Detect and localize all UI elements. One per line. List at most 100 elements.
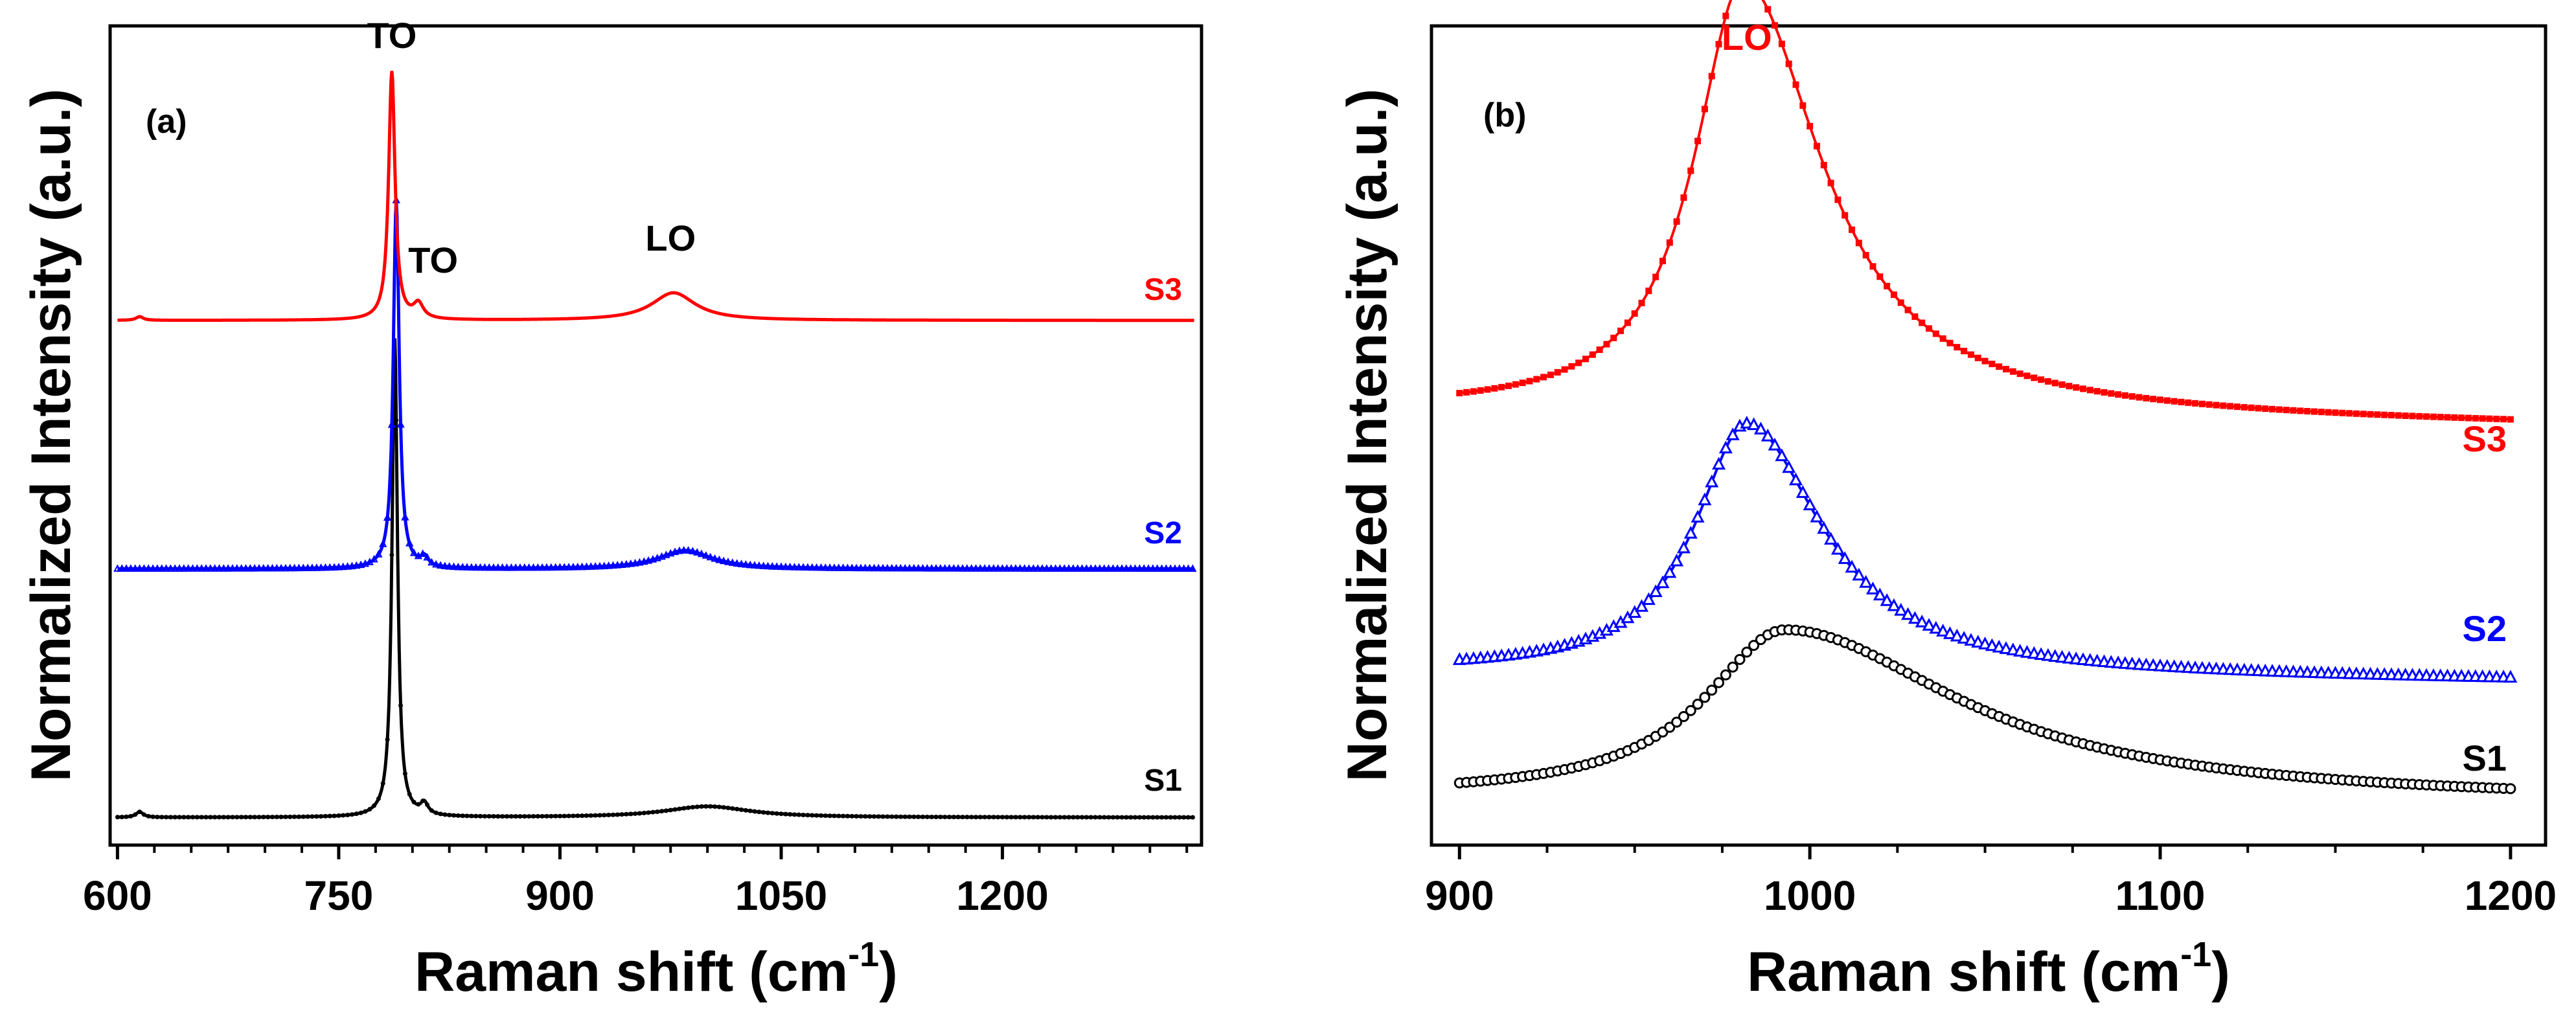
data-point [339, 562, 347, 571]
data-point [1042, 564, 1051, 572]
data-point [694, 804, 700, 809]
data-point [1841, 212, 1849, 219]
data-point [2128, 393, 2136, 400]
data-point [955, 815, 961, 820]
data-point [874, 563, 883, 572]
data-point [1753, 422, 1768, 435]
data-point [1603, 341, 1610, 348]
data-point [168, 815, 173, 820]
data-point [1855, 240, 1862, 247]
data-point [1082, 564, 1091, 572]
data-point [841, 813, 846, 819]
data-point [876, 814, 881, 819]
data-point [1699, 692, 1711, 703]
data-point [427, 558, 436, 566]
data-point [1181, 815, 1187, 820]
data-point [172, 815, 177, 820]
data-point [459, 563, 467, 571]
data-point [556, 563, 564, 571]
x-axis-label-b: Raman shift (cm-1) [1747, 935, 2230, 1003]
data-point [715, 555, 724, 563]
series-group-a [113, 71, 1197, 820]
series-labels-b: S3 S2 S1 [2463, 418, 2507, 778]
data-point [1926, 325, 1933, 332]
annotations-a: TO TO LO [367, 15, 696, 280]
data-point [1919, 319, 1926, 326]
data-point [247, 815, 253, 820]
data-point [2505, 783, 2516, 795]
data-point [1498, 383, 1505, 390]
data-point [2444, 414, 2451, 421]
data-point [721, 805, 726, 810]
data-point [950, 564, 958, 572]
data-point [312, 563, 321, 571]
data-point [865, 563, 874, 572]
data-point [513, 814, 518, 819]
data-point [2108, 390, 2115, 397]
data-point [1162, 564, 1170, 572]
data-point [175, 564, 184, 572]
data-point [2493, 415, 2500, 422]
data-point [1172, 815, 1178, 820]
data-point [141, 812, 146, 817]
data-point [1648, 584, 1663, 598]
data-point [234, 815, 240, 820]
data-point [2227, 403, 2234, 410]
data-point [447, 813, 452, 818]
data-point [1624, 319, 1631, 326]
data-point [848, 563, 856, 572]
x-tick-label: 1050 [735, 872, 827, 919]
data-point [1102, 815, 1107, 820]
data-point [153, 564, 162, 572]
data-point [783, 811, 788, 817]
data-point [1974, 354, 1981, 361]
data-point [1873, 587, 1887, 601]
data-point [863, 814, 868, 819]
data-point [2311, 408, 2318, 415]
data-point [1009, 815, 1014, 820]
data-point [348, 561, 356, 570]
data-point [1807, 122, 1814, 130]
data-point [2507, 416, 2514, 423]
series-s1 [1453, 624, 2516, 795]
data-point [405, 539, 414, 547]
annotations-b: LO [1722, 17, 1772, 58]
data-point [478, 813, 483, 819]
data-point [124, 814, 129, 819]
data-point [766, 810, 771, 815]
data-point [2325, 409, 2332, 416]
data-point [345, 812, 350, 817]
x-axis-label-sup-b: -1 [2180, 935, 2211, 974]
data-point [1057, 815, 1062, 820]
data-point [283, 814, 288, 819]
data-point [989, 564, 998, 572]
data-point [1782, 460, 1796, 473]
series-s2 [1452, 416, 2518, 683]
data-point [2115, 391, 2122, 398]
data-point [609, 561, 617, 569]
data-point [1135, 564, 1144, 572]
data-point [531, 814, 536, 819]
data-point [905, 563, 914, 572]
data-point [1726, 427, 1740, 440]
data-point [626, 559, 635, 567]
data-point [706, 552, 714, 561]
data-point [928, 563, 936, 572]
data-point [1029, 564, 1038, 572]
data-point [1666, 239, 1673, 246]
data-point [423, 552, 431, 561]
data-point [2121, 392, 2128, 399]
data-point [211, 564, 219, 572]
data-point [1718, 440, 1733, 454]
data-point [1025, 564, 1033, 572]
data-point [821, 563, 830, 571]
data-point [845, 813, 850, 819]
data-point [206, 564, 214, 572]
data-point [805, 813, 810, 818]
data-point [942, 815, 948, 820]
data-point [1680, 194, 1687, 201]
data-point [675, 546, 684, 554]
data-point [1044, 815, 1049, 820]
data-point [323, 813, 328, 819]
data-point [290, 563, 299, 572]
